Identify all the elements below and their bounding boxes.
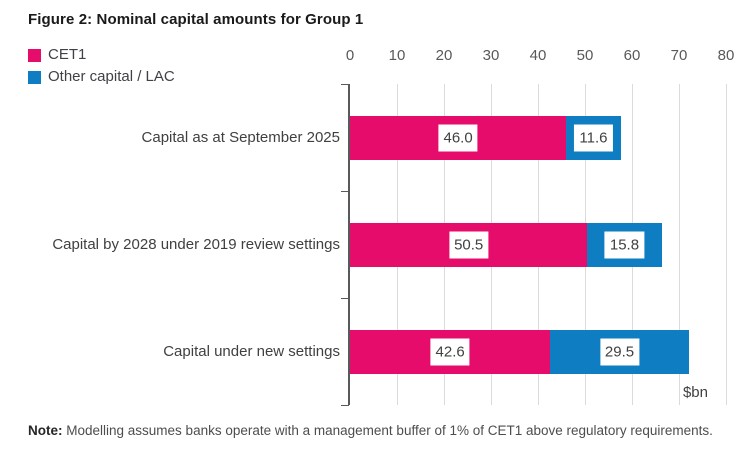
data-label: 50.5 [449,231,489,258]
data-label: 11.6 [574,124,613,151]
legend-item: Other capital / LAC [28,66,175,88]
category-axis-tick [341,298,349,299]
legend-label: Other capital / LAC [48,68,175,85]
value-axis-tick-label: 40 [529,47,547,64]
figure-note: Note: Modelling assumes banks operate wi… [28,423,728,438]
note-label: Note: [28,423,63,438]
value-axis-tick-label: 10 [388,47,406,64]
legend-item: CET1 [28,44,175,66]
value-axis-tick-label: 30 [482,47,500,64]
gridline [726,84,727,405]
unit-label: $bn [682,384,708,401]
legend-label: CET1 [48,46,87,63]
category-label: Capital under new settings [163,342,340,360]
data-label: 46.0 [438,124,478,151]
note-text: Modelling assumes banks operate with a m… [62,423,713,438]
category-axis-tick [341,191,349,192]
value-axis-tick-label: 60 [623,47,641,64]
data-label: 15.8 [604,231,645,258]
category-axis-tick [341,405,349,406]
chart-legend: CET1 Other capital / LAC [28,44,175,88]
figure-title: Figure 2: Nominal capital amounts for Gr… [28,11,364,28]
category-axis-tick [341,84,349,85]
legend-swatch-icon [28,70,41,84]
legend-swatch-icon [28,48,41,62]
gridline [679,84,680,405]
category-axis-line [348,84,350,405]
category-label: Capital as at September 2025 [141,128,340,146]
value-axis-tick-label: 50 [576,47,594,64]
value-axis-tick-label: 70 [670,47,688,64]
value-axis-tick-label: 80 [717,47,735,64]
value-axis-tick-label: 0 [345,47,355,64]
data-label: 29.5 [599,338,640,365]
category-label: Capital by 2028 under 2019 review settin… [52,235,340,253]
data-label: 42.6 [430,338,470,365]
value-axis-tick-label: 20 [435,47,453,64]
